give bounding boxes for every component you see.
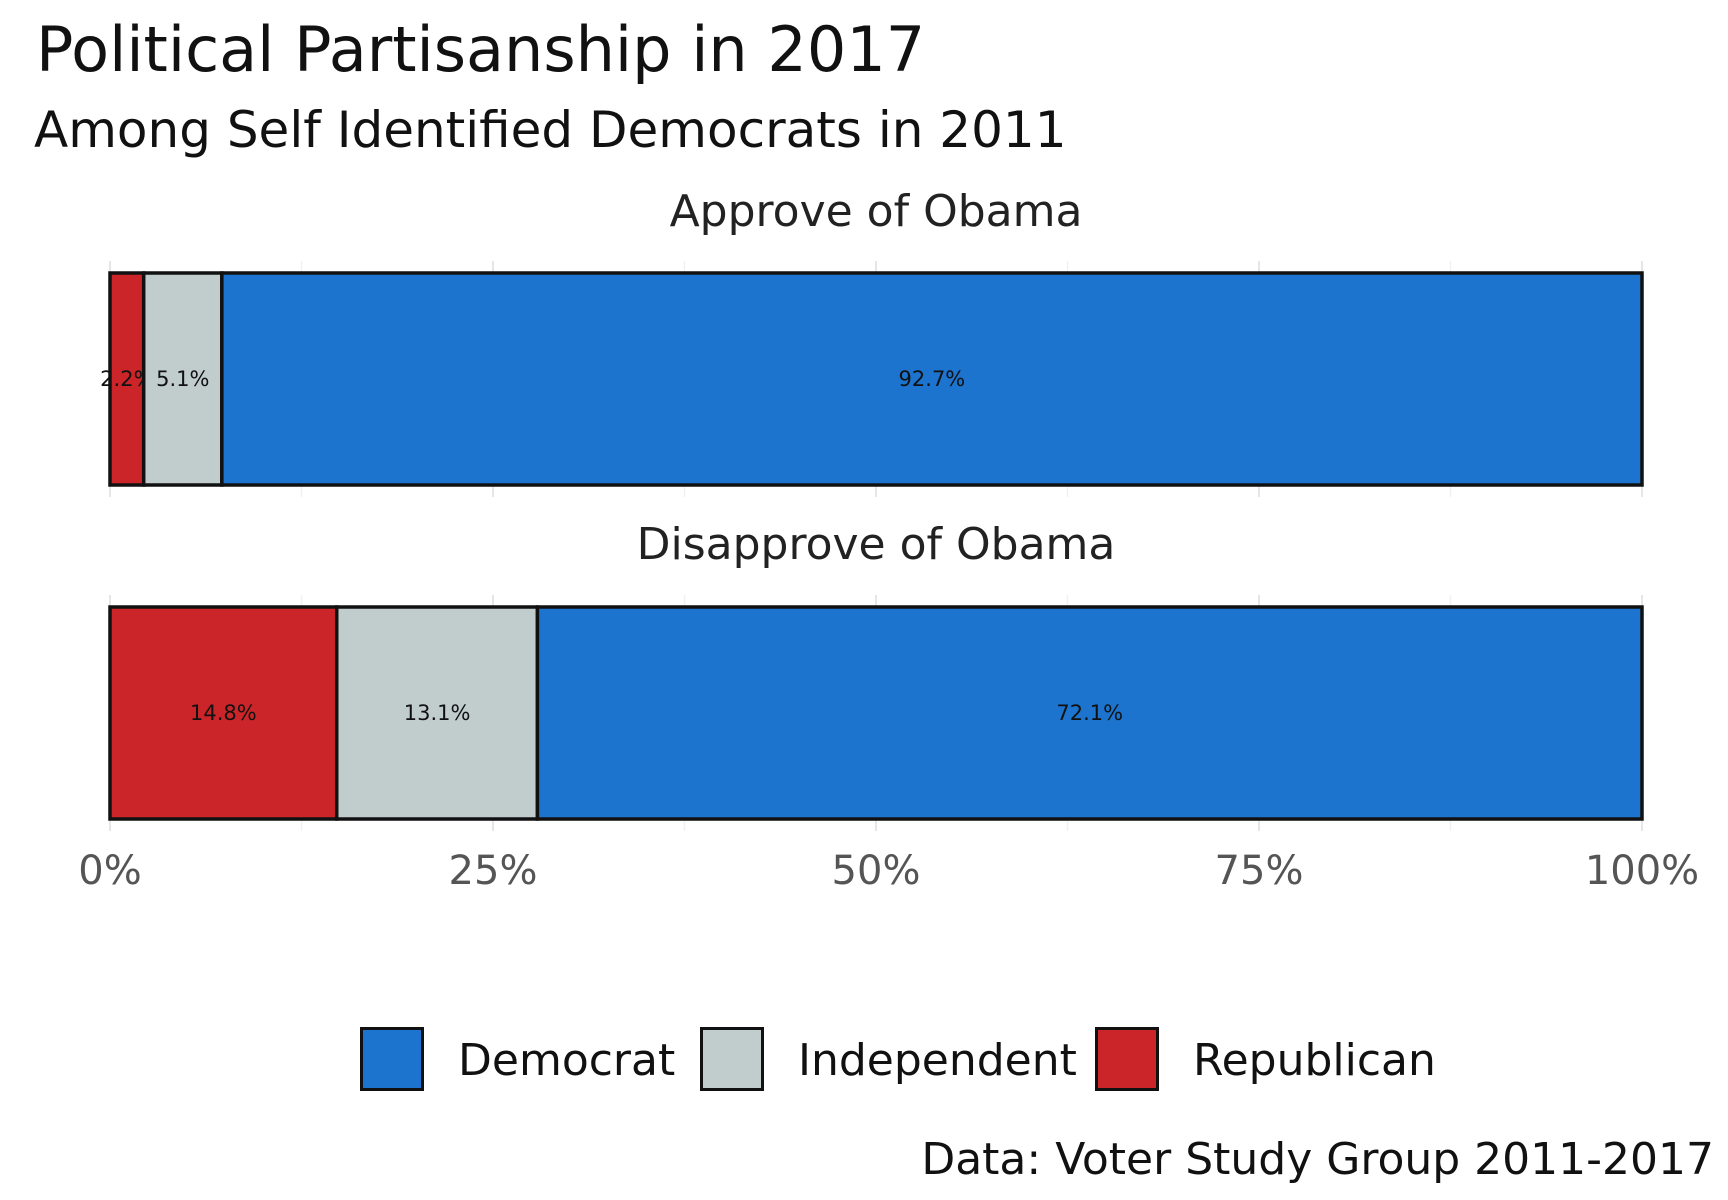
- legend-swatch-independent: [700, 1027, 764, 1091]
- bar-segment-democrat: [535, 605, 1644, 821]
- data-label-independent: 13.1%: [404, 701, 471, 725]
- chart-caption: Data: Voter Study Group 2011-2017: [921, 1134, 1714, 1185]
- legend-label-democrat: Democrat: [458, 1035, 676, 1086]
- x-tick-label: 50%: [832, 848, 921, 894]
- x-tick-label: 25%: [449, 848, 538, 894]
- panel-title-approve-of-obama: Approve of Obama: [670, 186, 1083, 237]
- bar-segment-republican: [108, 605, 339, 821]
- chart-subtitle: Among Self Identified Democrats in 2011: [34, 101, 1067, 159]
- x-tick-label: 0%: [78, 848, 141, 894]
- legend-swatch-democrat: [360, 1027, 424, 1091]
- bar-segment-independent: [334, 605, 540, 821]
- chart-title: Political Partisanship in 2017: [36, 13, 926, 86]
- panel-title-disapprove-of-obama: Disapprove of Obama: [637, 519, 1116, 570]
- x-tick-label: 100%: [1585, 848, 1699, 894]
- x-tick-label: 75%: [1215, 848, 1304, 894]
- data-label-independent: 5.1%: [156, 367, 209, 391]
- legend: Democrat Independent Republican: [0, 1025, 1728, 1095]
- bar-segment-republican: [108, 271, 146, 487]
- legend-swatch-republican: [1095, 1027, 1159, 1091]
- data-label-democrat: 72.1%: [1056, 701, 1123, 725]
- data-label-republican: 14.8%: [190, 701, 257, 725]
- data-label-democrat: 92.7%: [899, 367, 966, 391]
- legend-label-republican: Republican: [1193, 1035, 1436, 1086]
- bar-segment-democrat: [220, 271, 1644, 487]
- legend-label-independent: Independent: [798, 1035, 1077, 1086]
